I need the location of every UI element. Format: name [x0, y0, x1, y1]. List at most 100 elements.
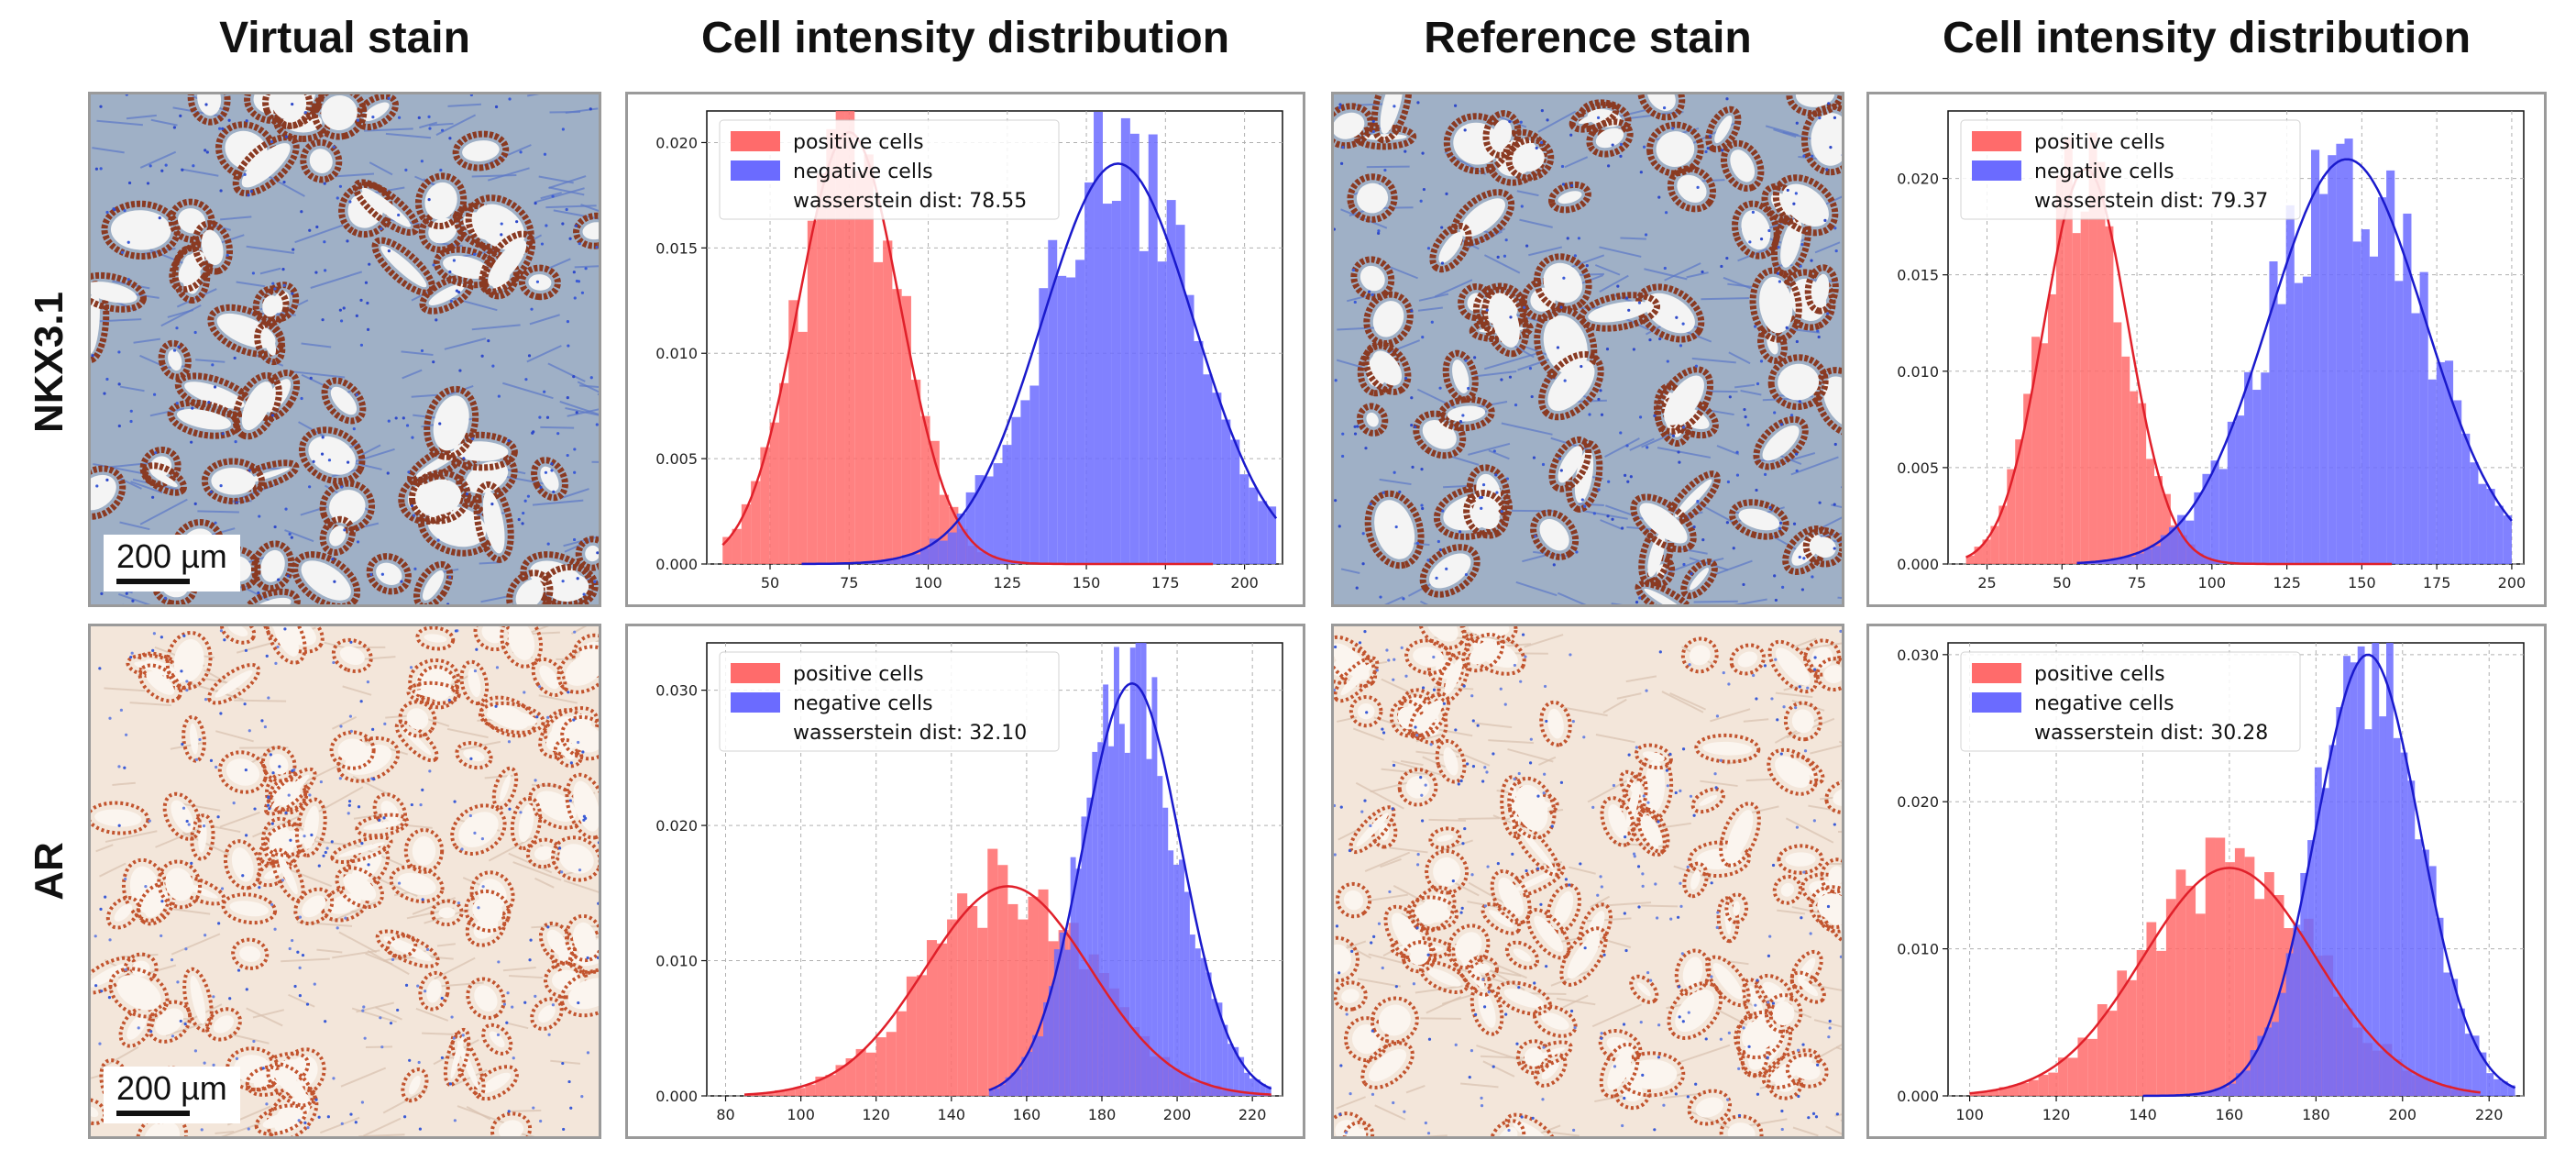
negative-bar: [1086, 797, 1093, 1096]
x-tick-label: 80: [716, 1106, 734, 1123]
positive-bar: [2130, 391, 2139, 564]
negative-bar: [2135, 553, 2144, 564]
positive-bar: [2023, 393, 2032, 564]
column-title-reference-stain: Reference stain: [1424, 14, 1752, 62]
positive-bar: [835, 1065, 846, 1096]
negative-bar: [2507, 1085, 2515, 1096]
column-title-intensity-2: Cell intensity distribution: [1942, 14, 2471, 62]
negative-bar: [2361, 229, 2370, 564]
legend-swatch-positive: [731, 131, 780, 151]
negative-bar: [2328, 745, 2337, 1096]
negative-bar: [2403, 213, 2412, 564]
negative-bar: [2419, 271, 2428, 564]
positive-bar: [2064, 137, 2073, 565]
negative-bar: [1020, 400, 1030, 564]
negative-bar: [2372, 643, 2380, 1096]
negative-bar: [2168, 526, 2178, 564]
positive-bar: [865, 1052, 876, 1096]
positive-bar: [760, 447, 770, 564]
negative-bar: [1094, 111, 1103, 565]
y-tick-label: 0.020: [1897, 793, 1939, 811]
negative-bar: [2102, 560, 2111, 564]
negative-bar: [1027, 1051, 1033, 1096]
negative-bar: [884, 560, 894, 564]
positive-bar: [2038, 1075, 2049, 1096]
chart-virtual-ar: 80 100 120 140 160 180 200 220 0.000 0.010 0.020 0.…: [625, 624, 1305, 1139]
positive-bar: [815, 1076, 826, 1096]
negative-bar: [2244, 371, 2253, 564]
x-tick-label: 200: [2498, 574, 2526, 592]
y-tick-label: 0.020: [655, 817, 698, 835]
negative-bar: [2221, 1087, 2229, 1096]
positive-bar: [2087, 1038, 2097, 1096]
positive-bar: [2080, 211, 2089, 564]
legend-swatch-negative: [731, 692, 780, 713]
x-tick-label: 175: [2423, 574, 2451, 592]
scale-bar-label: 200 µm: [116, 537, 227, 575]
x-tick-label: 25: [1977, 574, 1996, 592]
positive-bar: [2058, 1057, 2068, 1096]
positive-bar: [795, 1088, 806, 1096]
negative-bar: [2285, 953, 2294, 1096]
y-tick-label: 0.005: [1897, 459, 1939, 477]
negative-bar: [2328, 155, 2337, 564]
negative-bar: [2207, 1091, 2215, 1096]
positive-bar: [765, 1092, 776, 1096]
x-tick-label: 140: [2129, 1106, 2157, 1123]
negative-bar: [2407, 780, 2416, 1096]
positive-kde-line: [721, 130, 1214, 566]
positive-bar: [2254, 899, 2265, 1096]
negative-bar: [2278, 992, 2286, 1096]
negative-bar: [1179, 859, 1184, 1096]
negative-bar: [1244, 1072, 1250, 1096]
x-tick-label: 50: [761, 574, 779, 592]
positive-bar: [2048, 1072, 2059, 1096]
y-tick-label: 0.000: [655, 556, 698, 573]
negative-bar: [1230, 439, 1240, 564]
legend-negative-label: negative cells: [2034, 160, 2174, 183]
legend-positive-label: positive cells: [2034, 663, 2165, 686]
negative-bar: [2242, 1070, 2251, 1096]
negative-bar: [2307, 840, 2315, 1096]
negative-bar: [2478, 483, 2487, 564]
negative-bar: [1175, 225, 1185, 564]
positive-bar: [1998, 505, 2008, 564]
y-tick-label: 0.010: [655, 953, 698, 970]
chart-reference-ar: 100 120 140 160 180 200 220 0.000 0.010 0.020 0.03…: [1866, 624, 2547, 1139]
negative-bar: [1238, 1056, 1245, 1096]
positive-bar: [798, 331, 808, 564]
positive-bar: [854, 171, 864, 564]
x-tick-label: 100: [787, 1106, 815, 1123]
y-tick-label: 0.010: [1897, 941, 1939, 958]
negative-bar: [1032, 1034, 1039, 1096]
negative-bar: [929, 538, 939, 564]
negative-bar: [1211, 999, 1217, 1096]
negative-bar: [2314, 767, 2322, 1096]
negative-bar: [2411, 313, 2420, 564]
negative-bar: [2444, 360, 2454, 564]
wasserstein-annotation: wasserstein dist: 79.37: [2034, 190, 2268, 213]
y-tick-label: 0.000: [655, 1088, 698, 1105]
negative-bar: [1258, 501, 1268, 564]
negative-bar: [1146, 758, 1152, 1096]
positive-bar: [1979, 1092, 1990, 1096]
negative-bar: [1048, 239, 1058, 564]
negative-bar: [965, 492, 975, 564]
negative-bar: [1194, 948, 1201, 1096]
negative-bar: [1227, 1044, 1234, 1096]
positive-bar: [967, 905, 978, 1096]
negative-bar: [2394, 281, 2404, 564]
x-tick-label: 120: [862, 1106, 890, 1123]
negative-bar: [938, 540, 948, 564]
x-tick-label: 120: [2042, 1106, 2071, 1123]
negative-bar: [2500, 1081, 2508, 1096]
x-tick-label: 180: [1088, 1106, 1117, 1123]
legend-negative-label: negative cells: [2034, 692, 2174, 715]
negative-bar: [1265, 1086, 1271, 1096]
positive-bar: [886, 1032, 897, 1096]
negative-kde-line: [801, 162, 1278, 566]
reference-stain-nkx31-image: [1331, 92, 1844, 607]
x-tick-label: 125: [994, 574, 1022, 592]
legend-negative-label: negative cells: [793, 692, 933, 715]
negative-bar: [919, 547, 930, 564]
